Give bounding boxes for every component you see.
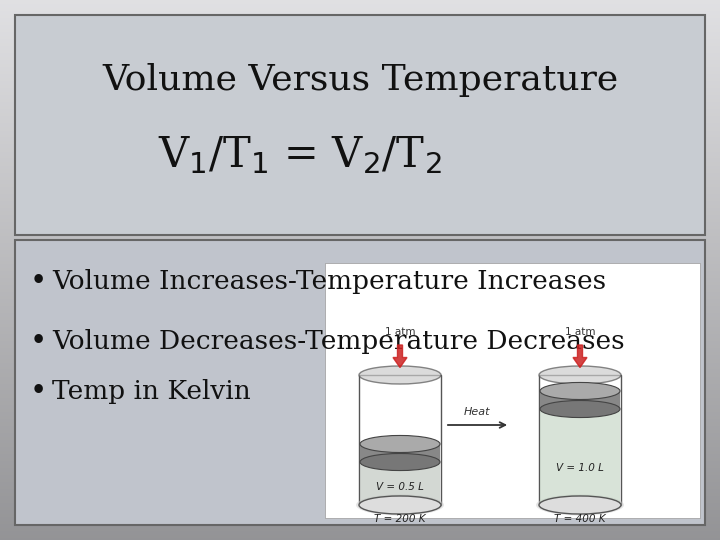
Text: 1 atm: 1 atm [384, 327, 415, 337]
Bar [359, 375, 441, 505]
Ellipse shape [356, 495, 444, 516]
FancyArrow shape [393, 345, 407, 368]
Bar [539, 375, 621, 505]
Bar [540, 391, 620, 409]
FancyArrow shape [573, 345, 587, 368]
Text: 1 atm: 1 atm [564, 327, 595, 337]
Text: Volume Increases-Temperature Increases: Volume Increases-Temperature Increases [52, 269, 606, 294]
Text: V = 1.0 L: V = 1.0 L [556, 463, 604, 473]
Text: V$_1$/T$_1$ = V$_2$/T$_2$: V$_1$/T$_1$ = V$_2$/T$_2$ [158, 134, 442, 176]
Bar [325, 263, 700, 518]
Text: V = 0.5 L: V = 0.5 L [376, 482, 424, 492]
Text: Temp in Kelvin: Temp in Kelvin [52, 380, 251, 404]
Ellipse shape [360, 454, 440, 470]
Text: T = 200 K: T = 200 K [374, 514, 426, 524]
Bar [15, 240, 705, 525]
Bar [540, 399, 620, 504]
Text: Volume Decreases-Temperature Decreases: Volume Decreases-Temperature Decreases [52, 329, 625, 354]
Ellipse shape [539, 496, 621, 514]
Text: •: • [30, 268, 47, 296]
Text: •: • [30, 378, 47, 406]
Bar [360, 444, 440, 462]
Text: Heat: Heat [464, 407, 490, 417]
Ellipse shape [540, 382, 620, 400]
Ellipse shape [360, 435, 440, 453]
Ellipse shape [539, 366, 621, 384]
Ellipse shape [359, 496, 441, 514]
Text: T = 400 K: T = 400 K [554, 514, 606, 524]
Bar [15, 15, 705, 235]
Text: •: • [30, 328, 47, 356]
Text: Volume Versus Temperature: Volume Versus Temperature [102, 63, 618, 97]
Ellipse shape [359, 366, 441, 384]
Ellipse shape [536, 495, 624, 516]
Ellipse shape [540, 401, 620, 417]
Bar [360, 452, 440, 504]
